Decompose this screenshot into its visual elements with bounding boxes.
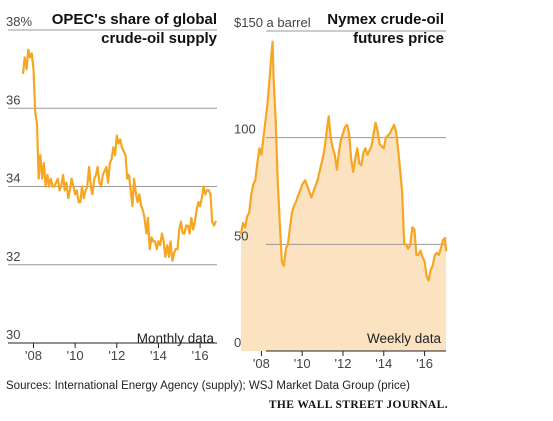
nymex-series — [239, 40, 448, 282]
x-tick-label: '16 — [192, 348, 209, 363]
opec-data-frequency-note: Monthly data — [137, 331, 215, 346]
nymex-chart-title-line-2: futures price — [353, 30, 444, 47]
x-tick-label: '14 — [150, 348, 167, 363]
opec-share-line — [22, 48, 217, 262]
x-tick-label: '10 — [67, 348, 84, 363]
x-tick-label: '08 — [25, 348, 42, 363]
x-tick-label: '10 — [294, 356, 311, 371]
y-tick-label: 34 — [6, 171, 20, 186]
opec-y-tick-labels: 30 32 34 36 38% — [6, 14, 32, 342]
opec-gridlines — [8, 29, 217, 344]
opec-series — [22, 48, 217, 262]
nymex-price-area — [241, 41, 446, 351]
x-tick-label: '16 — [416, 356, 433, 371]
nymex-price-panel: 0 50 100 $150 a barrel '08 '10 '12 '14 '16 Nyme… — [234, 11, 448, 371]
y-tick-label: $150 a barrel — [234, 15, 311, 30]
y-tick-label: 38% — [6, 14, 32, 29]
y-tick-label: 0 — [234, 335, 241, 350]
price-area-fill — [241, 41, 446, 351]
x-tick-label: '14 — [375, 356, 392, 371]
y-tick-label: 50 — [234, 228, 248, 243]
x-tick-label: '08 — [253, 356, 270, 371]
nymex-chart-title-line-1: Nymex crude-oil — [327, 11, 444, 28]
y-tick-label: 100 — [234, 122, 256, 137]
y-tick-label: 32 — [6, 249, 20, 264]
opec-share-panel: 30 32 34 36 38% '08 '10 '12 '14 '16 OPEC's share… — [6, 11, 218, 363]
nymex-y-tick-labels: 0 50 100 $150 a barrel — [234, 15, 311, 350]
x-tick-label: '12 — [108, 348, 125, 363]
opec-x-axis: '08 '10 '12 '14 '16 — [8, 342, 217, 363]
opec-chart-title-line-1: OPEC's share of global — [52, 11, 217, 28]
nymex-x-axis: '08 '10 '12 '14 '16 — [253, 350, 446, 371]
sources-note: Sources: International Energy Agency (su… — [6, 380, 410, 392]
y-tick-label: 30 — [6, 327, 20, 342]
nymex-data-frequency-note: Weekly data — [367, 331, 442, 346]
y-tick-label: 36 — [6, 92, 20, 107]
opec-chart-title-line-2: crude-oil supply — [101, 30, 218, 47]
x-tick-label: '12 — [335, 356, 352, 371]
publisher-logo-text: THE WALL STREET JOURNAL. — [268, 399, 448, 411]
nymex-price-line — [239, 40, 448, 282]
